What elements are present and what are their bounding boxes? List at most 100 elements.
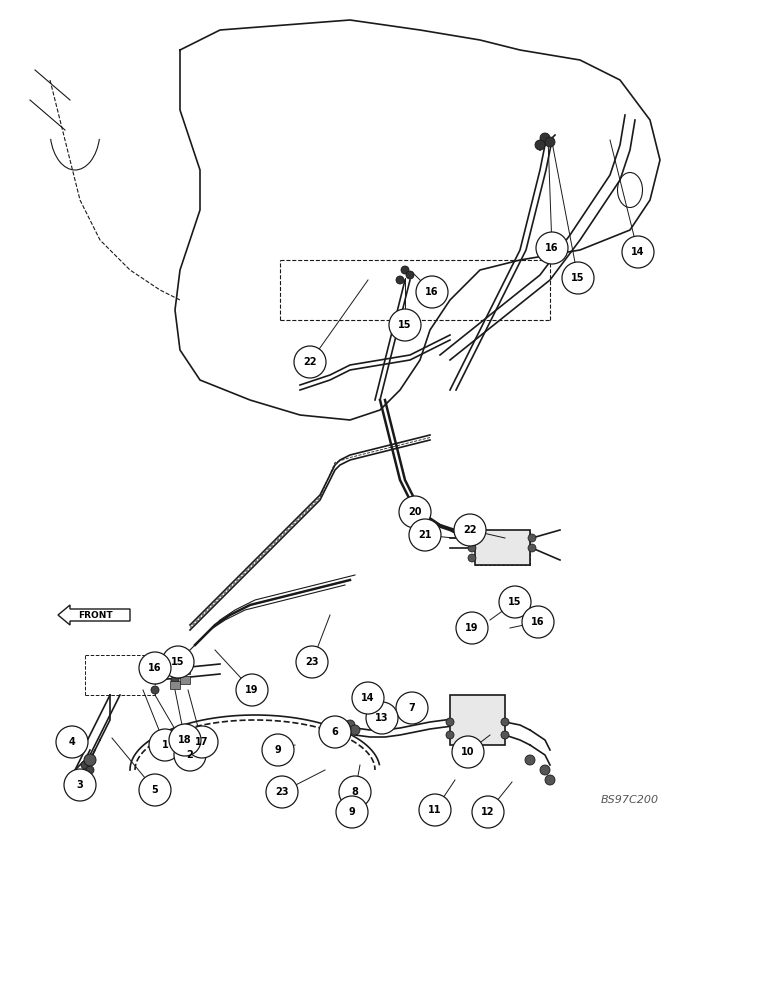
Circle shape: [345, 720, 355, 730]
FancyBboxPatch shape: [475, 530, 530, 565]
Circle shape: [540, 765, 550, 775]
Text: 21: 21: [418, 530, 432, 540]
Text: 23: 23: [276, 787, 289, 797]
Circle shape: [236, 674, 268, 706]
Text: 15: 15: [398, 320, 411, 330]
Circle shape: [472, 796, 504, 828]
Circle shape: [499, 586, 531, 618]
Text: 17: 17: [195, 737, 208, 747]
Circle shape: [352, 682, 384, 714]
Circle shape: [64, 769, 96, 801]
Text: 4: 4: [69, 737, 76, 747]
Circle shape: [81, 761, 89, 769]
Circle shape: [151, 666, 159, 674]
Circle shape: [171, 676, 179, 684]
Circle shape: [528, 544, 536, 552]
Text: 16: 16: [425, 287, 438, 297]
Text: 23: 23: [305, 657, 319, 667]
Circle shape: [409, 519, 441, 551]
Circle shape: [468, 554, 476, 562]
Text: 12: 12: [481, 807, 495, 817]
Text: 19: 19: [466, 623, 479, 633]
Text: 13: 13: [375, 713, 389, 723]
Circle shape: [540, 133, 550, 143]
Text: 14: 14: [631, 247, 645, 257]
Text: 9: 9: [275, 745, 281, 755]
Circle shape: [149, 729, 181, 761]
Text: 16: 16: [531, 617, 545, 627]
Circle shape: [151, 686, 159, 694]
Circle shape: [336, 796, 368, 828]
Circle shape: [545, 137, 555, 147]
Circle shape: [169, 724, 201, 756]
Circle shape: [350, 725, 360, 735]
Text: 20: 20: [408, 507, 422, 517]
Circle shape: [501, 718, 509, 726]
Text: 1: 1: [161, 740, 168, 750]
Circle shape: [151, 676, 159, 684]
Circle shape: [419, 794, 451, 826]
Text: 5: 5: [151, 785, 158, 795]
Text: 15: 15: [571, 273, 584, 283]
Circle shape: [454, 514, 486, 546]
Circle shape: [525, 755, 535, 765]
Text: 22: 22: [463, 525, 477, 535]
Text: 19: 19: [245, 685, 259, 695]
Circle shape: [340, 730, 350, 740]
Circle shape: [622, 236, 654, 268]
Text: 16: 16: [148, 663, 162, 673]
Circle shape: [396, 276, 404, 284]
Circle shape: [522, 606, 554, 638]
Circle shape: [296, 646, 328, 678]
Text: 3: 3: [76, 780, 83, 790]
Bar: [170, 681, 180, 689]
Circle shape: [171, 666, 179, 674]
Bar: [180, 666, 190, 674]
Circle shape: [545, 775, 555, 785]
Circle shape: [366, 702, 398, 734]
Bar: [170, 661, 180, 669]
Circle shape: [456, 612, 488, 644]
Circle shape: [401, 266, 409, 274]
Bar: [180, 676, 190, 684]
Circle shape: [468, 544, 476, 552]
Circle shape: [339, 776, 371, 808]
Circle shape: [174, 739, 206, 771]
Circle shape: [56, 726, 88, 758]
Circle shape: [139, 774, 171, 806]
Circle shape: [396, 692, 428, 724]
Circle shape: [468, 534, 476, 542]
Circle shape: [446, 731, 454, 739]
Circle shape: [535, 140, 545, 150]
Text: 14: 14: [361, 693, 374, 703]
Text: 11: 11: [428, 805, 442, 815]
Text: BS97C200: BS97C200: [601, 795, 659, 805]
Text: 16: 16: [545, 243, 559, 253]
Text: 22: 22: [303, 357, 317, 367]
Text: 10: 10: [461, 747, 475, 757]
Circle shape: [266, 776, 298, 808]
Text: 8: 8: [351, 787, 358, 797]
FancyArrow shape: [58, 605, 130, 625]
Text: 7: 7: [408, 703, 415, 713]
Circle shape: [186, 726, 218, 758]
Circle shape: [319, 716, 351, 748]
Circle shape: [84, 754, 96, 766]
Text: 18: 18: [178, 735, 191, 745]
FancyBboxPatch shape: [450, 695, 505, 745]
Text: 6: 6: [332, 727, 338, 737]
Circle shape: [562, 262, 594, 294]
Circle shape: [446, 718, 454, 726]
Circle shape: [262, 734, 294, 766]
Text: 15: 15: [171, 657, 185, 667]
Circle shape: [416, 276, 448, 308]
Text: 9: 9: [349, 807, 355, 817]
Circle shape: [452, 736, 484, 768]
Circle shape: [389, 309, 421, 341]
Circle shape: [139, 652, 171, 684]
Circle shape: [399, 496, 431, 528]
Text: 15: 15: [508, 597, 522, 607]
Circle shape: [76, 746, 84, 754]
Circle shape: [528, 534, 536, 542]
Circle shape: [536, 232, 568, 264]
